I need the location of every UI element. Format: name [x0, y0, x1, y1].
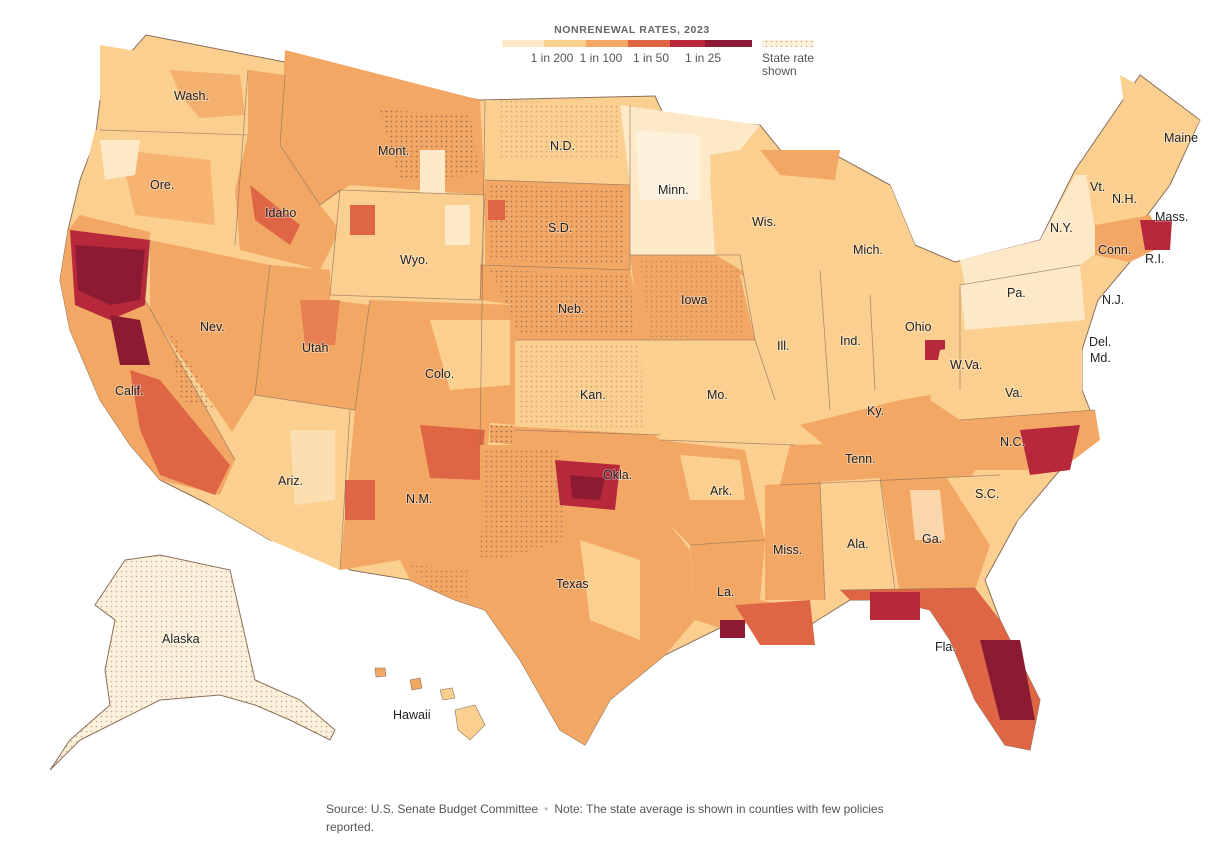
label-co: Colo.: [425, 367, 454, 381]
label-vt: Vt.: [1090, 180, 1105, 194]
legend-stipple-swatch: [762, 40, 814, 47]
label-wi: Wis.: [752, 215, 776, 229]
label-ne: Neb.: [558, 302, 584, 316]
label-va: Va.: [1005, 386, 1023, 400]
alaska-shape: [49, 554, 336, 771]
label-ar: Ark.: [710, 484, 732, 498]
label-ks: Kan.: [580, 388, 606, 402]
label-ak: Alaska: [162, 632, 200, 646]
label-nh: N.H.: [1112, 192, 1137, 206]
label-tn: Tenn.: [845, 452, 876, 466]
label-oh: Ohio: [905, 320, 931, 334]
label-nj: N.J.: [1102, 293, 1124, 307]
label-ms: Miss.: [773, 543, 802, 557]
legend: NONRENEWAL RATES, 2023 1 in 200 1 in 100…: [502, 24, 814, 78]
label-nv: Nev.: [200, 320, 225, 334]
legend-tick-1: 1 in 200: [531, 51, 574, 65]
legend-swatch-2: [544, 40, 586, 47]
label-ct: Conn.: [1098, 243, 1131, 257]
region-fills: [60, 45, 1200, 750]
label-nm: N.M.: [406, 492, 432, 506]
hawaii-maui: [439, 687, 456, 701]
label-mo: Mo.: [707, 388, 728, 402]
alaska-hawaii: [49, 554, 486, 771]
legend-swatch-5: [670, 40, 705, 47]
legend-tick-2: 1 in 100: [580, 51, 623, 65]
legend-tick-4: 1 in 25: [685, 51, 721, 65]
label-in: Ind.: [840, 334, 861, 348]
label-ma: Mass.: [1155, 210, 1188, 224]
label-ri: R.I.: [1145, 252, 1164, 266]
label-al: Ala.: [847, 537, 869, 551]
legend-swatch-6: [705, 40, 752, 47]
state-borders: [99, 69, 1096, 601]
label-wy: Wyo.: [400, 253, 428, 267]
label-ca: Calif.: [115, 384, 143, 398]
label-or: Ore.: [150, 178, 174, 192]
label-mi: Mich.: [853, 243, 883, 257]
label-pa: Pa.: [1007, 286, 1026, 300]
legend-state-rate-line1: State rate: [762, 51, 814, 65]
label-wa: Wash.: [174, 89, 209, 103]
label-nd: N.D.: [550, 139, 575, 153]
label-hi: Hawaii: [393, 708, 431, 722]
label-de: Del.: [1089, 335, 1111, 349]
legend-title: NONRENEWAL RATES, 2023: [554, 24, 710, 36]
hawaii-kauai: [374, 667, 387, 678]
legend-swatch-1: [502, 40, 544, 47]
label-fl: Fla.: [935, 640, 956, 654]
label-ia: Iowa: [681, 293, 707, 307]
hawaii-oahu: [409, 677, 423, 691]
label-ny: N.Y.: [1050, 221, 1073, 235]
label-la: La.: [717, 585, 734, 599]
label-me: Maine: [1164, 131, 1198, 145]
label-ga: Ga.: [922, 532, 942, 546]
label-ut: Utah: [302, 341, 328, 355]
legend-state-rate-line2: shown: [762, 64, 797, 78]
label-mt: Mont.: [378, 144, 409, 158]
label-il: Ill.: [777, 339, 790, 353]
label-nc: N.C.: [1000, 435, 1025, 449]
legend-swatch-4: [628, 40, 670, 47]
footer-separator: •: [544, 802, 549, 816]
footer: Source: U.S. Senate Budget Committee • Not…: [326, 800, 926, 836]
hawaii-big-island: [454, 704, 486, 741]
legend-tick-3: 1 in 50: [633, 51, 669, 65]
label-md: Md.: [1090, 351, 1111, 365]
label-ky: Ky.: [867, 404, 884, 418]
us-nonrenewal-map: NONRENEWAL RATES, 2023 1 in 200 1 in 100…: [49, 24, 1201, 771]
label-mn: Minn.: [658, 183, 689, 197]
label-tx: Texas: [556, 577, 589, 591]
legend-swatch-3: [586, 40, 628, 47]
label-sc: S.C.: [975, 487, 999, 501]
state-labels: Wash. Ore. Calif. Nev. Idaho Mont. Wyo. …: [114, 88, 1199, 723]
footer-note: Note: The state average is shown in coun…: [326, 802, 884, 834]
label-sd: S.D.: [548, 221, 572, 235]
footer-source: Source: U.S. Senate Budget Committee: [326, 802, 539, 816]
label-az: Ariz.: [278, 474, 303, 488]
label-wv: W.Va.: [950, 358, 982, 372]
label-ok: Okla.: [603, 468, 632, 482]
label-id: Idaho: [265, 206, 296, 220]
